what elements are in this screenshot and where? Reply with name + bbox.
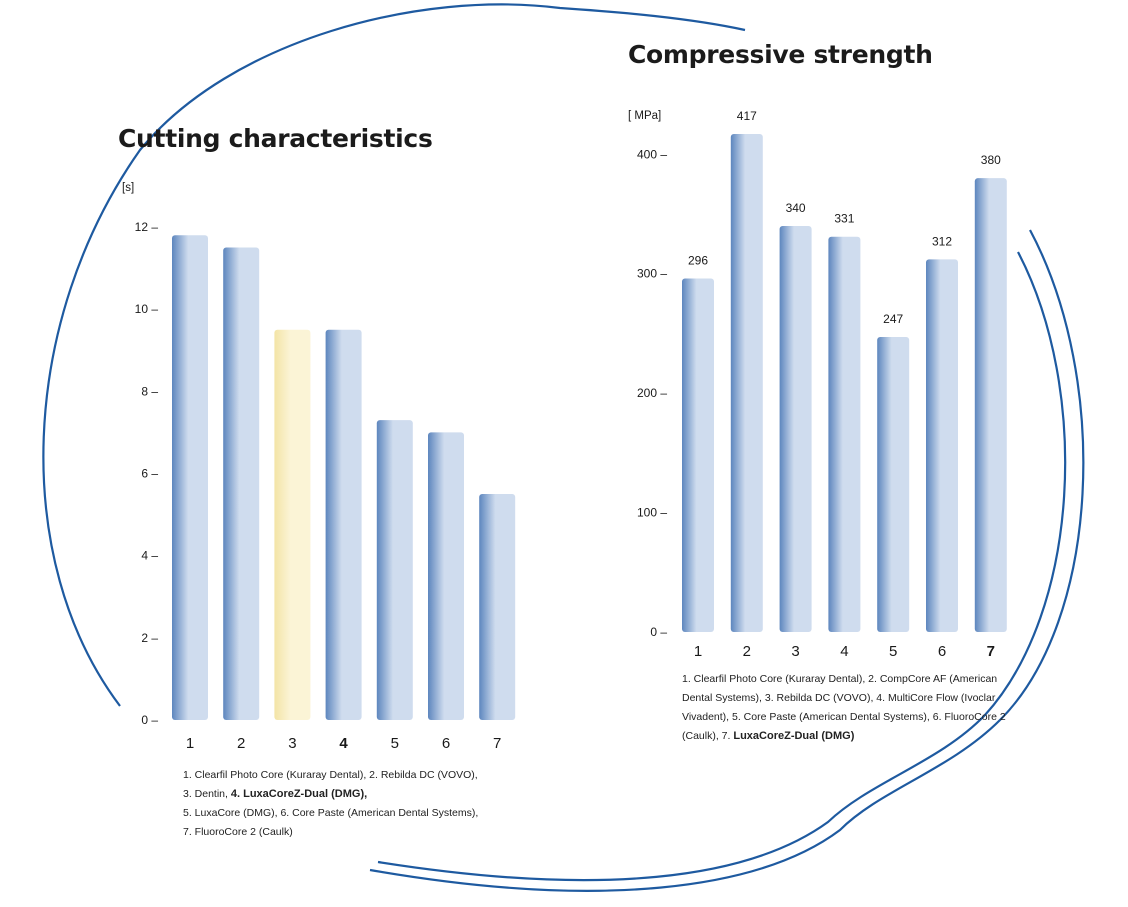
bar-value-label: 247 <box>883 312 903 326</box>
caption-line: 7. FluoroCore 2 (Caulk) <box>183 826 293 838</box>
compressive-strength-chart: [ MPa] 0 – 100 – 200 – 300 – 400 – 1 296 2 417 3 34… <box>628 109 1007 660</box>
bar-3 <box>274 329 311 720</box>
decorative-rings <box>42 3 1085 892</box>
ring-arc-right-inner <box>377 251 1067 882</box>
bar-2 <box>730 134 763 632</box>
caption-line: 1. Clearfil Photo Core (Kuraray Dental),… <box>682 673 998 685</box>
x-category-label: 6 <box>938 643 946 660</box>
caption-line: 1. Clearfil Photo Core (Kuraray Dental),… <box>183 769 478 781</box>
bar-value-label: 340 <box>786 201 806 215</box>
y-tick-label: 200 – <box>637 386 667 400</box>
bar-1 <box>172 235 208 720</box>
bar-value-label: 312 <box>932 234 952 248</box>
y-tick-label: 2 – <box>141 631 158 645</box>
bar-5 <box>376 420 413 720</box>
y-tick-label: 10 – <box>135 302 159 316</box>
y-tick-label: 8 – <box>141 384 158 398</box>
y-tick-label: 12 – <box>135 220 159 234</box>
x-category-label: 1 <box>694 643 702 660</box>
bar-value-label: 331 <box>834 212 854 226</box>
y-tick-label: 0 – <box>650 625 667 639</box>
legend-caption-compressive: 1. Clearfil Photo Core (Kuraray Dental),… <box>682 670 1027 746</box>
caption-bold-product: LuxaCoreZ-Dual (DMG) <box>733 730 855 742</box>
x-category-label: 7 <box>987 643 995 660</box>
ring-arc-top <box>42 3 746 707</box>
bar-5 <box>877 337 910 632</box>
cutting-characteristics-chart: [s] 0 – 2 – 4 – 6 – 8 – 10 – 12 – 1 2 3 4 5 6 7 <box>122 182 516 752</box>
bar-3 <box>779 225 812 632</box>
x-category-label: 6 <box>442 735 450 752</box>
bar-2 <box>223 247 260 720</box>
bar-4 <box>828 236 861 633</box>
caption-line: 3. Dentin, <box>183 788 231 800</box>
y-tick-label: 6 – <box>141 467 158 481</box>
caption-bold-product: 4. LuxaCoreZ-Dual (DMG), <box>230 788 368 800</box>
bar-6 <box>428 432 464 720</box>
bar-value-label: 296 <box>688 254 708 268</box>
ring-arc-right-outer <box>369 229 1085 892</box>
x-category-label: 5 <box>391 735 399 752</box>
y-axis-unit-label: [ MPa] <box>628 110 661 122</box>
y-tick-label: 100 – <box>637 506 667 520</box>
y-axis-unit-label: [s] <box>122 182 134 194</box>
x-category-label: 3 <box>288 735 296 752</box>
y-tick-label: 4 – <box>141 549 158 563</box>
bar-7 <box>974 178 1007 632</box>
caption-line: Vivadent), 5. Core Paste (American Denta… <box>682 711 1006 723</box>
x-category-label: 3 <box>791 643 799 660</box>
bar-6 <box>926 259 958 632</box>
x-category-label: 2 <box>237 735 245 752</box>
bar-value-label: 417 <box>737 109 757 123</box>
chart-title-compressive: Compressive strength <box>628 40 933 69</box>
caption-line: Dental Systems), 3. Rebilda DC (VOVO), 4… <box>682 692 996 704</box>
bar-1 <box>682 278 714 632</box>
chart-title-cutting: Cutting characteristics <box>118 124 433 153</box>
x-category-label: 5 <box>889 643 897 660</box>
caption-line: 5. LuxaCore (DMG), 6. Core Paste (Americ… <box>183 807 479 819</box>
y-tick-label: 0 – <box>141 713 158 727</box>
legend-caption-cutting: 1. Clearfil Photo Core (Kuraray Dental),… <box>183 766 513 842</box>
x-category-label: 2 <box>743 643 751 660</box>
x-category-label: 1 <box>186 735 194 752</box>
caption-line: (Caulk), 7. <box>682 730 734 742</box>
y-tick-label: 400 – <box>637 147 667 161</box>
bar-7 <box>479 494 516 720</box>
x-category-label: 7 <box>493 735 501 752</box>
x-category-label: 4 <box>840 643 848 660</box>
bar-value-label: 380 <box>981 153 1001 167</box>
x-category-label: 4 <box>339 735 348 752</box>
y-tick-label: 300 – <box>637 267 667 281</box>
bar-4 <box>325 329 362 720</box>
